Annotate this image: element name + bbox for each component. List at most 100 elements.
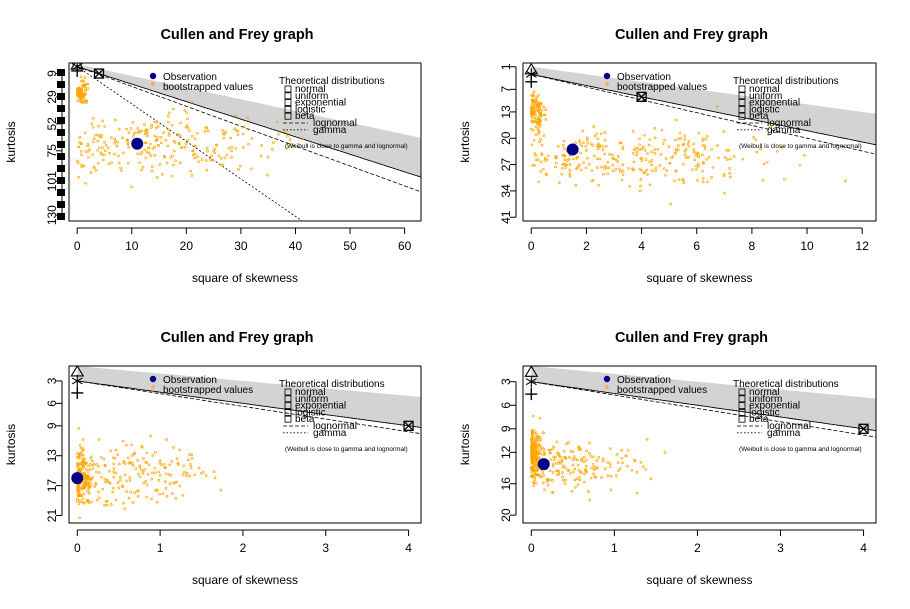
bootstrap-point [223,156,227,160]
bootstrap-point [597,183,600,187]
bootstrap-point [103,141,106,144]
bootstrap-point [679,137,683,140]
bootstrap-point [555,451,559,455]
bootstrap-point [555,440,559,444]
legend-observation-label: Observation [617,72,671,83]
bootstrap-point [606,461,609,464]
bootstrap-point [539,160,543,164]
bootstrap-point [557,460,561,464]
bootstrap-point [110,161,113,165]
legend-item-label: normal [749,387,780,398]
bootstrap-point [638,167,642,171]
bootstrap-point [640,147,644,151]
bootstrap-point [531,443,534,447]
bootstrap-point [117,486,121,490]
legend-item-symbol [284,112,292,120]
bootstrap-point [86,483,89,487]
legend-theoretical: Theoretical distributionsnormaluniformex… [733,379,862,453]
bootstrap-point [82,83,86,87]
bootstrap-point [259,154,263,158]
legend-item-symbol [284,99,292,106]
bootstrap-point [80,450,83,454]
bootstrap-point [581,129,585,133]
bootstrap-point [755,150,759,154]
bootstrap-point [582,456,586,459]
bootstrap-point [86,470,90,473]
bootstrap-point [220,163,223,167]
bootstrap-point [174,497,178,500]
bootstrap-point [139,152,143,156]
bootstrap-point [567,441,570,444]
bootstrap-point [105,503,109,507]
bootstrap-point [603,152,607,156]
bootstrap-point [583,480,586,484]
bootstrap-point [161,492,165,496]
x-tick-label: 6 [693,239,700,253]
bootstrap-point [620,178,624,182]
bootstrap-point [694,154,698,157]
bootstrap-point [167,111,171,115]
legend-item-label: uniform [749,91,782,102]
bootstrap-point [705,134,709,138]
bootstrap-point [136,152,139,156]
bootstrap-point [558,455,562,458]
bootstrap-point [580,457,584,461]
bootstrap-point [551,479,555,482]
bootstrap-point [213,151,217,155]
bootstrap-point [648,183,652,187]
bootstrap-point [83,131,87,135]
legend-item-symbol [284,408,292,416]
observation-point [566,143,579,156]
bootstrap-point [88,148,91,151]
bootstrap-point [76,161,80,165]
bootstrap-point [691,168,694,172]
bootstrap-point [560,459,564,463]
bootstrap-point [542,105,546,109]
y-tick-label: 9 [45,422,59,429]
bootstrap-point [82,96,86,99]
bootstrap-point [158,492,161,496]
bootstrap-point [184,142,188,145]
bootstrap-point [534,125,538,129]
bootstrap-point [79,488,82,492]
legend-bootstrap-label: bootstrapped values [617,385,707,396]
bootstrap-point [164,487,168,490]
x-tick-label: 10 [800,239,814,253]
bootstrap-point [538,446,541,450]
bootstrap-point [580,144,584,148]
bootstrap-point [601,145,605,148]
bootstrap-point [91,475,95,479]
bootstrap-point [568,456,571,459]
bootstrap-point [288,138,292,141]
bootstrap-point [541,471,545,474]
bootstrap-point [561,144,565,147]
bootstrap-point [620,448,624,452]
bootstrap-point [80,165,84,169]
bootstrap-point [697,155,700,159]
bootstrap-point [150,123,153,127]
bootstrap-point [266,173,269,177]
bootstrap-point [538,444,542,448]
bootstrap-point [186,138,190,142]
bootstrap-point [106,478,109,482]
bootstrap-point [285,146,289,150]
gamma-line [77,66,421,178]
bootstrap-point [602,172,605,176]
bootstrap-points [529,414,667,502]
y-tick-label: 7 [499,86,513,93]
bootstrap-point [587,490,590,493]
bootstrap-point [538,439,541,443]
bootstrap-point [136,494,140,498]
bootstrap-point [732,155,736,158]
bootstrap-point [88,491,91,495]
bootstrap-point [96,139,100,143]
legend-item-label: lognormal [313,421,357,432]
lognormal-line [531,73,876,155]
bootstrap-point [531,119,535,123]
lognormal-line [531,381,876,438]
y-axis-stub-mark [57,213,65,220]
bootstrap-point [84,467,88,471]
bootstrap-point [541,167,545,171]
bootstrap-point [227,146,231,150]
bootstrap-point [585,138,589,142]
